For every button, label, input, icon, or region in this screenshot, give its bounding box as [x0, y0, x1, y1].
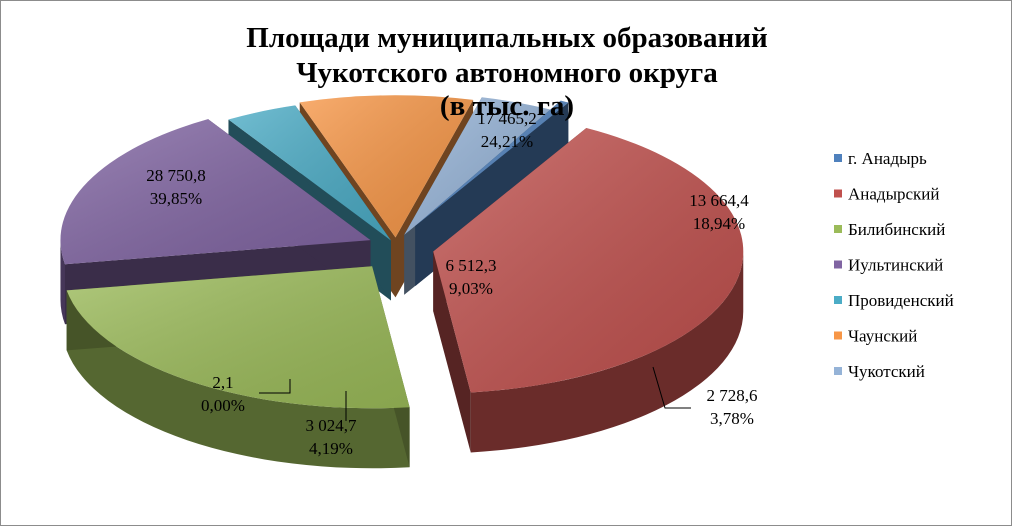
slice-top-shade [415, 100, 569, 226]
legend-swatch [834, 260, 842, 269]
slice-outer-side [66, 290, 410, 469]
pie-slices [60, 95, 744, 469]
pie-slice [66, 266, 410, 469]
legend-label: Провиденский [848, 291, 954, 310]
data-label-percent: 24,21% [481, 132, 533, 151]
legend-swatch [834, 367, 842, 375]
data-label-percent: 4,19% [309, 439, 353, 458]
slice-radial-side [433, 251, 471, 453]
legend-label: Билибинский [848, 220, 945, 239]
slice-top-shade [66, 266, 410, 409]
slice-top-shade [228, 105, 391, 241]
legend-swatch [834, 296, 842, 304]
legend: г. Анадырь Анадырский Билибинский Иультинск… [834, 149, 954, 381]
data-label-percent: 0,00% [201, 396, 245, 415]
legend-label: г. Анадырь [848, 149, 927, 168]
data-labels: 2,1 0,00% 28 750,8 39,85% 17 465,2 24,21% 13 6… [146, 109, 757, 458]
leader-line [652, 366, 691, 409]
legend-label: Иультинский [848, 256, 943, 275]
data-label-percent: 9,03% [449, 279, 493, 298]
legend-swatch [834, 331, 842, 340]
data-label-value: 17 465,2 [477, 109, 537, 128]
data-label-value: 28 750,8 [146, 166, 206, 185]
title-line: Площади муниципальных образований [246, 22, 767, 54]
data-label-value: 6 512,3 [446, 256, 497, 275]
slice-top-shade [404, 97, 558, 235]
data-label-value: 2,1 [212, 373, 233, 392]
data-label-percent: 39,85% [150, 189, 202, 208]
slice-outer-side [470, 251, 744, 453]
slice-top-shade [60, 119, 371, 265]
pie-slice [433, 128, 744, 453]
leader-line [259, 379, 291, 394]
legend-swatch [834, 189, 842, 198]
legend-label: Чукотский [848, 362, 925, 381]
data-label-percent: 18,94% [693, 214, 745, 233]
data-label-percent: 3,78% [710, 409, 754, 428]
slice-top-shade [433, 128, 744, 393]
data-label-value: 2 728,6 [707, 386, 758, 405]
chart-title: Площади муниципальных образованийЧукотск… [246, 22, 767, 122]
title-line: Чукотского автономного округа [296, 57, 718, 89]
legend-label: Анадырский [848, 185, 940, 204]
data-label-value: 13 664,4 [689, 191, 749, 210]
slice-outer-side [60, 240, 65, 325]
legend-swatch [834, 225, 842, 233]
title-line: (в тыс. га) [440, 90, 574, 122]
legend-label: Чаунский [848, 327, 917, 346]
slice-top-shade [299, 95, 474, 238]
data-label-value: 3 024,7 [306, 416, 358, 435]
legend-swatch [834, 154, 842, 162]
